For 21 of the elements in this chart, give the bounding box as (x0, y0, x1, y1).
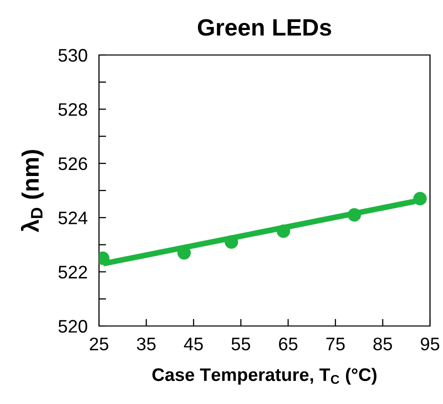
y-tick-label: 520 (58, 320, 88, 333)
point (276, 224, 290, 238)
x-tick-label: 95 (420, 338, 440, 350)
y-tick-label: 524 (58, 212, 88, 224)
x-tick-label: 45 (184, 338, 203, 350)
x-tick-label: 35 (136, 338, 156, 350)
x-tick-label: 55 (232, 338, 250, 350)
y-tick-label: 526 (58, 157, 88, 170)
y-tick-label: 528 (58, 103, 88, 116)
chart-title: Green LEDs (198, 19, 332, 36)
point (413, 192, 427, 206)
y-axis-title: λ$_{D}$ (nm) (20, 150, 44, 232)
point (224, 235, 238, 249)
x-tick-label: 85 (373, 338, 392, 350)
x-tick-label: 25 (90, 338, 108, 350)
y-tick-label: 530 (58, 48, 88, 62)
point (348, 208, 362, 222)
y-tick-label: 522 (58, 266, 87, 279)
x-tick-label: 65 (279, 338, 298, 350)
x-tick-label: 75 (326, 338, 345, 350)
x-axis-title: Case Temperature, T$_{C}$ (°C) (152, 368, 376, 385)
